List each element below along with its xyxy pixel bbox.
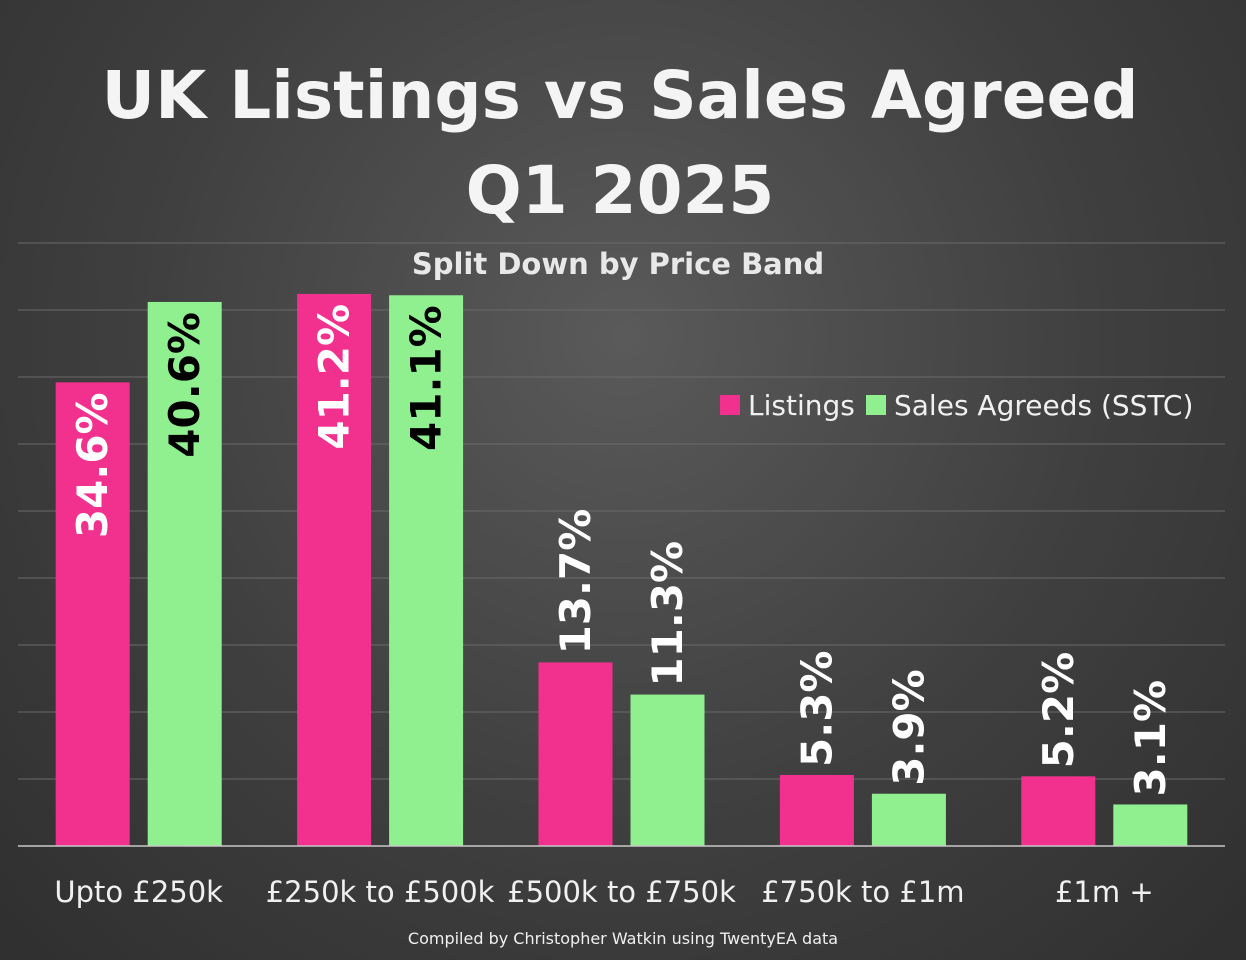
data-label-sales-agreeds-4: 3.1% (1126, 680, 1175, 796)
data-label-listings-3: 5.3% (792, 650, 841, 766)
bar-sales-agreeds-2 (630, 694, 705, 846)
data-labels: 34.6% 40.6% 41.2% 41.1% 13.7% 11.3% 5.3% 3.9% 5.… (68, 304, 1175, 797)
category-label-3: £750k to £1m (761, 875, 964, 909)
legend-swatch-sales-agreeds (866, 395, 886, 415)
bars (55, 293, 1188, 847)
bar-listings-2 (538, 662, 613, 846)
bar-listings-1 (297, 293, 372, 846)
chart-title-line-1: UK Listings vs Sales Agreed (102, 57, 1139, 134)
data-label-listings-0: 34.6% (68, 392, 117, 538)
category-label-4: £1m + (1055, 875, 1154, 909)
legend-label-listings: Listings (748, 389, 855, 422)
bar-sales-agreeds-0 (147, 301, 222, 847)
category-label-2: £500k to £750k (507, 875, 736, 909)
data-label-sales-agreeds-0: 40.6% (160, 312, 209, 458)
data-label-sales-agreeds-3: 3.9% (884, 669, 933, 785)
legend: Listings Sales Agreeds (SSTC) (720, 389, 1193, 422)
bar-listings-4 (1021, 776, 1096, 846)
chart-subtitle: Split Down by Price Band (412, 247, 824, 281)
bar-sales-agreeds-3 (871, 793, 946, 846)
category-label-1: £250k to £500k (266, 875, 495, 909)
category-labels: Upto £250k £250k to £500k £500k to £750k £7… (54, 875, 1153, 909)
data-label-sales-agreeds-2: 11.3% (643, 541, 692, 687)
credit-text: Compiled by Christopher Watkin using Twe… (408, 929, 838, 948)
data-label-listings-4: 5.2% (1034, 652, 1083, 768)
legend-label-sales-agreeds: Sales Agreeds (SSTC) (894, 389, 1193, 422)
category-label-0: Upto £250k (54, 875, 223, 909)
bar-sales-agreeds-1 (389, 295, 464, 846)
bar-listings-3 (779, 774, 854, 846)
data-label-listings-2: 13.7% (551, 509, 600, 655)
chart-title-line-2: Q1 2025 (466, 152, 775, 229)
bar-listings-0 (55, 382, 130, 846)
legend-swatch-listings (720, 395, 740, 415)
data-label-sales-agreeds-1: 41.1% (402, 305, 451, 451)
bar-sales-agreeds-4 (1113, 804, 1188, 846)
data-label-listings-1: 41.2% (310, 304, 359, 450)
